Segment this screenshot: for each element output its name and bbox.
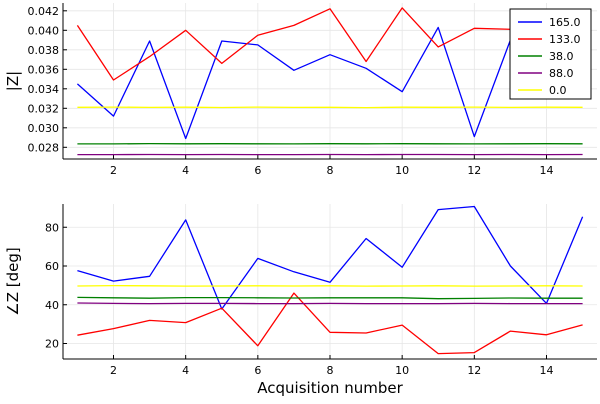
y-tick-label: 0.040: [28, 24, 60, 37]
y-tick-label: 0.034: [28, 83, 60, 96]
x-tick-label: 10: [395, 364, 409, 377]
series-line-0.0: [77, 107, 582, 108]
x-tick-label: 2: [110, 364, 117, 377]
y-tick-label: 80: [45, 221, 59, 234]
x-tick-label: 4: [182, 164, 189, 177]
legend-label: 0.0: [549, 84, 567, 97]
x-tick-label: 4: [182, 364, 189, 377]
x-axis-label: Acquisition number: [257, 379, 403, 397]
y-tick-label: 0.028: [28, 141, 60, 154]
x-tick-label: 6: [254, 364, 261, 377]
series-line-series-4: [77, 286, 582, 287]
y-tick-label: 0.038: [28, 44, 60, 57]
series-line-series-3: [77, 303, 582, 304]
y-tick-label: 0.036: [28, 63, 60, 76]
y-tick-label: 0.042: [28, 5, 60, 18]
x-tick-label: 8: [327, 164, 334, 177]
x-tick-label: 14: [539, 164, 553, 177]
x-tick-label: 6: [254, 164, 261, 177]
legend-label: 38.0: [549, 50, 574, 63]
x-tick-label: 12: [467, 164, 481, 177]
y-tick-label: 60: [45, 260, 59, 273]
legend-label: 88.0: [549, 67, 574, 80]
y-axis-label: |Z|: [4, 71, 22, 91]
y-tick-label: 0.030: [28, 122, 60, 135]
x-tick-label: 14: [539, 364, 553, 377]
y-tick-label: 0.032: [28, 102, 60, 115]
legend-label: 165.0: [549, 16, 581, 29]
x-tick-label: 12: [467, 364, 481, 377]
plot-panel-bottom: 2 4 6 8 10 12 14 20 40 60 80 ∠Z [deg] Acquisition nu…: [4, 204, 597, 397]
legend-label: 133.0: [549, 33, 581, 46]
x-tick-label: 8: [327, 364, 334, 377]
x-tick-label: 2: [110, 164, 117, 177]
y-axis-label: ∠Z [deg]: [4, 247, 22, 315]
y-tick-label: 40: [45, 299, 59, 312]
y-tick-label: 20: [45, 338, 59, 351]
legend: 165.0 133.0 38.0 88.0 0.0: [510, 9, 591, 99]
x-tick-label: 10: [395, 164, 409, 177]
